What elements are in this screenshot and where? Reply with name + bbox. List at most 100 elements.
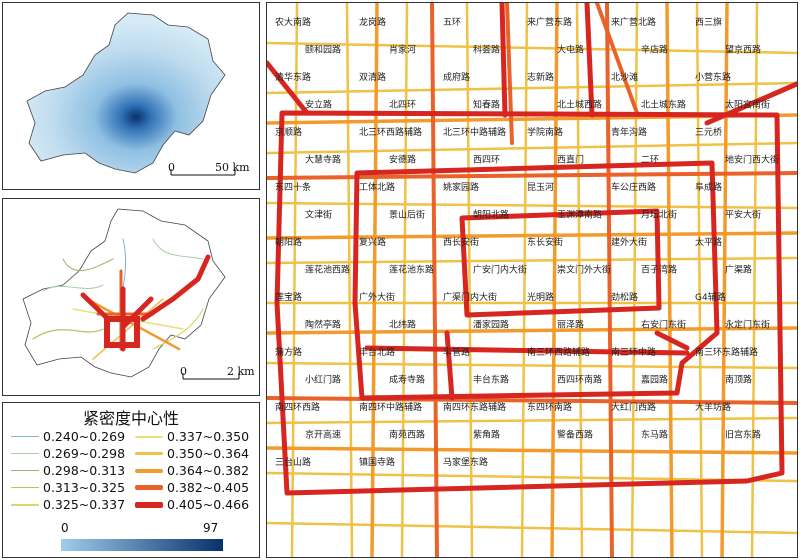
legend-label: 0.364~0.382	[167, 463, 250, 478]
road-label: 大慧寺路	[305, 154, 341, 166]
road-label: 警备西路	[557, 429, 593, 441]
road-label: 永定门东街	[725, 319, 770, 331]
road-label: 安德路	[389, 154, 416, 166]
legend-swatch	[11, 436, 39, 437]
gradient-max-label: 97	[203, 521, 219, 535]
road-label: 太平路	[695, 236, 722, 248]
density-gradient-bar	[61, 539, 223, 551]
road-label: 姚家园路	[443, 181, 479, 193]
road-label: 太阳宫南街	[725, 99, 770, 111]
road-label: 农大南路	[275, 16, 311, 28]
road-label: 辛店路	[641, 44, 668, 56]
road-label: 北四环	[389, 100, 416, 111]
road-label: 丽泽路	[557, 319, 584, 331]
road-label: 小红门路	[305, 374, 341, 386]
road-label: 西四环南路	[557, 374, 602, 386]
road-label: 劲松路	[611, 291, 638, 303]
road-label: 广渠路	[725, 264, 752, 276]
road-label: 小营东路	[695, 71, 731, 83]
legend-item: 0.405~0.466	[135, 497, 249, 512]
legend: 紧密度中心性 0.240~0.269 0.337~0.350 0.269~0.298…	[2, 402, 260, 558]
road-label: 潘家园路	[473, 319, 509, 331]
road-network-svg	[22, 208, 240, 380]
road-label: 紫角路	[473, 429, 500, 441]
road-label: 青年沟路	[611, 126, 647, 138]
road-label: 西直门	[557, 154, 584, 166]
legend-swatch	[135, 485, 163, 490]
road-label: 东马路	[641, 429, 668, 441]
road-label: 大羊坊路	[695, 401, 731, 413]
road-label: 右安门东街	[641, 319, 686, 331]
scale-zero-label: 0	[168, 161, 175, 174]
scale-value-label: 50 km	[215, 161, 250, 174]
legend-swatch	[11, 452, 39, 455]
road-label: 工体北路	[359, 181, 395, 193]
legend-item: 0.269~0.298	[11, 446, 125, 461]
road-label: 朝阳北路	[473, 209, 509, 221]
road-label: 大屯路	[557, 44, 584, 56]
road-label: 北沙滩	[611, 71, 638, 83]
road-label: 地安门西大街	[725, 154, 779, 166]
road-label: 二环	[641, 155, 659, 166]
road-label: 丰台北路	[359, 346, 395, 358]
road-label: 安立路	[305, 99, 332, 111]
road-label: 颐和园路	[305, 44, 341, 56]
road-label: 大红门西路	[611, 401, 656, 413]
road-label: 南四环东路辅路	[443, 401, 506, 413]
road-label: 清华东路	[275, 71, 311, 83]
road-label: 文津街	[305, 209, 332, 221]
road-label: 成府路	[443, 71, 470, 83]
road-label: 光明路	[527, 291, 554, 303]
legend-title: 紧密度中心性	[82, 409, 179, 428]
road-label: 北土城东路	[641, 99, 686, 111]
road-label: 科荟路	[473, 44, 500, 56]
road-label: 莲宝路	[275, 291, 302, 303]
beijing-overview-map: 0 50 km	[2, 2, 260, 190]
road-label: 五环	[443, 17, 461, 28]
road-label: 阜成路	[695, 181, 722, 193]
scale-zero-label: 0	[180, 365, 187, 378]
gradient-min-label: 0	[61, 521, 69, 535]
road-label: 来广营东路	[527, 16, 572, 28]
legend-label: 0.382~0.405	[167, 480, 250, 495]
legend-item: 0.325~0.337	[11, 497, 125, 512]
road-label: 东长安街	[527, 236, 563, 248]
road-label: 西长安街	[443, 236, 479, 248]
road-label: 景山后街	[389, 209, 425, 221]
road-label: 南苑西路	[389, 429, 425, 441]
road-label: 南三环东路辅路	[695, 346, 758, 358]
road-label: 西四环	[473, 155, 500, 166]
road-label: 南四环西路	[275, 401, 320, 413]
road-label: 三元桥	[695, 126, 722, 138]
road-label: 马家堡东路	[443, 456, 488, 468]
road-label: 崇文门外大街	[557, 264, 611, 276]
legend-label: 0.240~0.269	[43, 429, 126, 444]
road-label: 西三旗	[695, 16, 722, 28]
road-label: 学院南路	[527, 126, 563, 138]
legend-item: 0.364~0.382	[135, 463, 249, 478]
legend-swatch	[11, 469, 39, 472]
road-label: 昆玉河	[527, 181, 554, 193]
legend-label: 0.269~0.298	[43, 446, 126, 461]
road-label: 车公庄西路	[611, 181, 656, 193]
road-label: G4辅路	[695, 291, 726, 303]
beijing-boundary	[26, 12, 226, 174]
legend-label: 0.337~0.350	[167, 429, 250, 444]
main-road-map: 农大南路 龙岗路 五环 来广营东路 来广营北路 西三旗 颐和园路 肖家河 科荟路 大屯路 辛店路 望京…	[266, 2, 798, 558]
road-label: 北土城西路	[557, 99, 602, 111]
road-label: 莲花池西路	[305, 264, 350, 276]
road-label: 肖家河	[389, 44, 416, 56]
legend-label: 0.405~0.466	[167, 497, 250, 512]
road-label: 蒲方路	[275, 346, 302, 358]
road-label: 丰台东路	[473, 374, 509, 386]
road-label: 望京西路	[725, 44, 761, 56]
road-label: 志新路	[527, 71, 554, 83]
road-label: 旧宫东路	[725, 429, 761, 441]
road-label: 北三环中路辅路	[443, 126, 506, 138]
road-label: 广外大街	[359, 291, 395, 303]
road-label: 丰管路	[443, 346, 470, 358]
legend-item: 0.298~0.313	[11, 463, 125, 478]
road-label: 京开高速	[305, 429, 341, 441]
road-label: 三台山路	[275, 456, 311, 468]
